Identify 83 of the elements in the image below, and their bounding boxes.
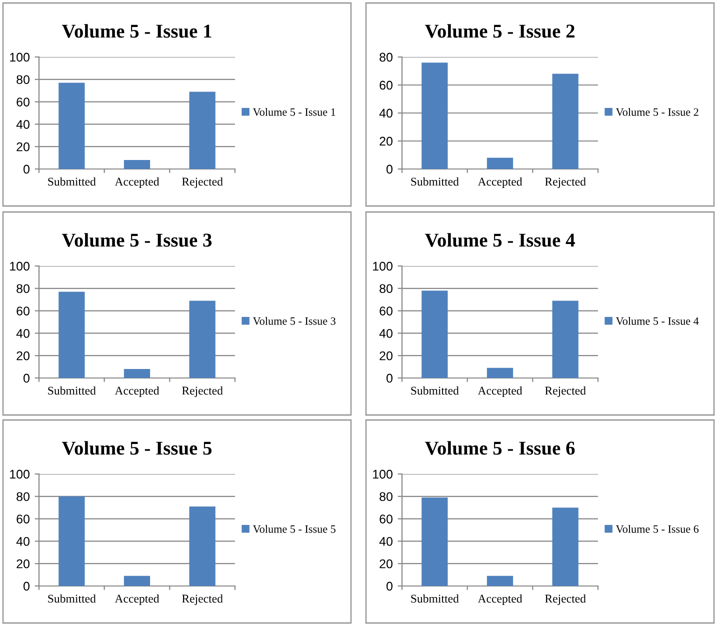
y-tick-label: 0 [386, 582, 392, 591]
bar [58, 82, 85, 169]
y-tick-label: 20 [16, 351, 30, 360]
x-tick-label: Accepted [114, 594, 160, 606]
x-tick-label: Rejected [545, 386, 586, 398]
bar [189, 92, 216, 169]
bar [189, 506, 216, 586]
y-tick-label: 80 [16, 75, 30, 84]
y-tick-label: 80 [380, 284, 392, 294]
legend-label: Volume 5 - Issue 5 [252, 524, 336, 533]
bar [124, 576, 150, 586]
x-tick-label: Rejected [182, 594, 223, 606]
y-tick-label: 40 [16, 120, 30, 129]
x-tick-label: Submitted [411, 594, 459, 603]
y-tick-label: 60 [16, 306, 30, 316]
bar [124, 160, 150, 169]
x-tick-label: Accepted [478, 594, 522, 606]
y-tick-label: 40 [16, 537, 30, 546]
y-tick-label: 60 [380, 514, 392, 524]
legend-label: Volume 5 - Issue 3 [252, 316, 336, 325]
bar [422, 290, 448, 378]
chart-title: Volume 5 - Issue 4 [424, 233, 575, 247]
x-tick-label: Accepted [114, 177, 160, 188]
chart-title: Volume 5 - Issue 1 [62, 24, 212, 38]
bar [552, 508, 578, 586]
y-tick-label: 80 [16, 492, 30, 502]
y-tick-label: 100 [10, 470, 30, 479]
y-tick-label: 20 [380, 559, 392, 568]
y-tick-label: 0 [386, 374, 392, 383]
x-tick-label: Submitted [48, 386, 96, 395]
chart-title: Volume 5 - Issue 2 [424, 24, 574, 38]
x-tick-label: Submitted [411, 177, 459, 186]
x-tick-label: Accepted [478, 177, 522, 188]
x-tick-label: Submitted [48, 177, 96, 186]
x-tick-label: Submitted [411, 386, 459, 395]
chart-title: Volume 5 - Issue 5 [62, 441, 212, 455]
legend-label: Volume 5 - Issue 6 [616, 524, 699, 533]
y-tick-label: 40 [379, 108, 392, 118]
y-tick-label: 40 [379, 329, 392, 338]
x-tick-label: Rejected [545, 594, 586, 606]
x-tick-label: Accepted [478, 386, 522, 398]
y-tick-label: 0 [24, 374, 30, 383]
y-tick-label: 60 [16, 514, 30, 524]
y-tick-label: 0 [24, 164, 30, 174]
y-tick-label: 100 [10, 262, 30, 271]
bar [486, 158, 514, 169]
legend-label: Volume 5 - Issue 4 [616, 316, 699, 325]
bar [422, 62, 448, 169]
y-tick-label: 40 [379, 537, 392, 546]
x-tick-label: Submitted [48, 594, 96, 603]
y-tick-label: 80 [380, 492, 392, 502]
chart-title: Volume 5 - Issue 6 [424, 441, 575, 455]
x-tick-label: Rejected [545, 177, 586, 188]
y-tick-label: 20 [16, 559, 30, 568]
y-tick-label: 60 [380, 80, 392, 90]
y-tick-label: 100 [373, 470, 392, 479]
y-tick-label: 80 [16, 284, 30, 294]
bar [486, 368, 514, 378]
bar [189, 300, 216, 378]
x-tick-label: Rejected [182, 177, 223, 188]
bar [58, 292, 85, 378]
chart-title: Volume 5 - Issue 3 [62, 233, 212, 247]
bar [422, 498, 448, 586]
y-tick-label: 60 [380, 306, 392, 316]
y-tick-label: 100 [373, 262, 392, 271]
bar [486, 576, 514, 586]
y-tick-label: 20 [380, 136, 392, 146]
legend-label: Volume 5 - Issue 1 [252, 108, 336, 116]
x-tick-label: Accepted [114, 386, 160, 398]
y-tick-label: 100 [10, 52, 30, 62]
y-tick-label: 80 [380, 52, 392, 62]
y-tick-label: 60 [16, 98, 30, 106]
bar [124, 369, 150, 378]
x-tick-label: Rejected [182, 386, 223, 398]
y-tick-label: 0 [24, 582, 30, 591]
bar [58, 496, 85, 586]
legend-label: Volume 5 - Issue 2 [616, 108, 698, 116]
bar [552, 74, 578, 169]
y-tick-label: 40 [16, 329, 30, 338]
bar [552, 300, 578, 378]
y-tick-label: 0 [386, 164, 392, 174]
y-tick-label: 20 [16, 142, 30, 152]
y-tick-label: 20 [380, 351, 392, 360]
